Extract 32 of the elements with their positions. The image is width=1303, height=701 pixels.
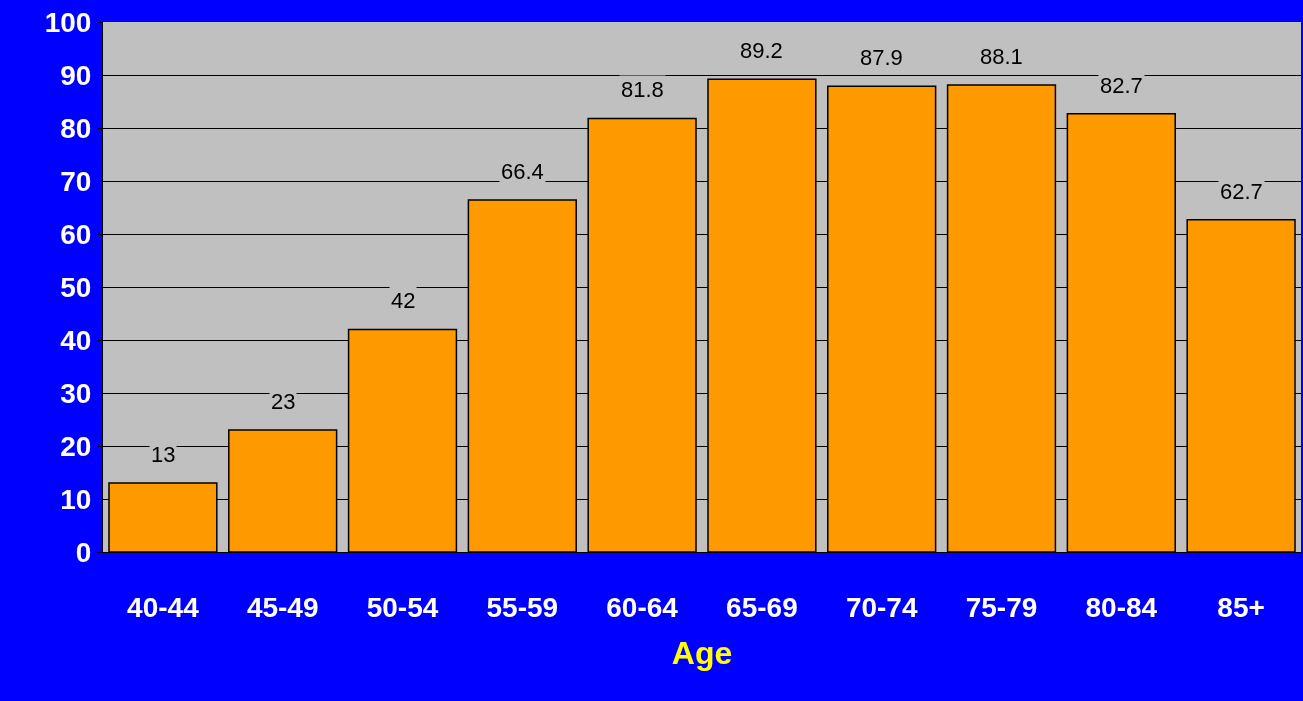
y-tick-label: 80: [60, 112, 92, 144]
x-tick-label: 45-49: [246, 591, 319, 623]
data-label: 81.8: [621, 77, 664, 102]
y-tick-label: 50: [60, 271, 92, 303]
x-tick-label: 75-79: [965, 591, 1038, 623]
data-label: 89.2: [740, 38, 783, 63]
data-label: 87.9: [860, 45, 903, 70]
x-tick-label: 80-84: [1085, 591, 1158, 623]
data-label: 82.7: [1100, 73, 1143, 98]
x-tick-label: 85+: [1217, 591, 1265, 623]
data-label: 13: [151, 442, 176, 467]
x-tick-label: 70-74: [845, 591, 918, 623]
y-tick-label: 60: [60, 218, 92, 250]
data-label: 23: [271, 389, 296, 414]
x-tick-label: 60-64: [606, 591, 679, 623]
y-tick-label: 40: [60, 324, 92, 356]
y-tick-label: 100: [44, 6, 92, 38]
y-tick-label: 90: [60, 59, 92, 91]
x-axis-title: Age: [671, 635, 733, 672]
x-tick-label: 55-59: [486, 591, 559, 623]
y-tick-label: 0: [75, 536, 92, 568]
x-tick-label: 65-69: [726, 591, 798, 623]
y-tick-label: 70: [60, 165, 92, 197]
y-tick-label: 10: [60, 483, 92, 515]
y-tick-label: 30: [60, 377, 92, 409]
data-label: 62.7: [1220, 179, 1263, 204]
x-tick-label: 40-44: [127, 591, 200, 623]
data-label: 88.1: [980, 44, 1023, 69]
y-tick-label: 20: [60, 430, 92, 462]
x-tick-label: 50-54: [366, 591, 439, 623]
data-label: 42: [391, 288, 416, 313]
data-label: 66.4: [501, 159, 544, 184]
